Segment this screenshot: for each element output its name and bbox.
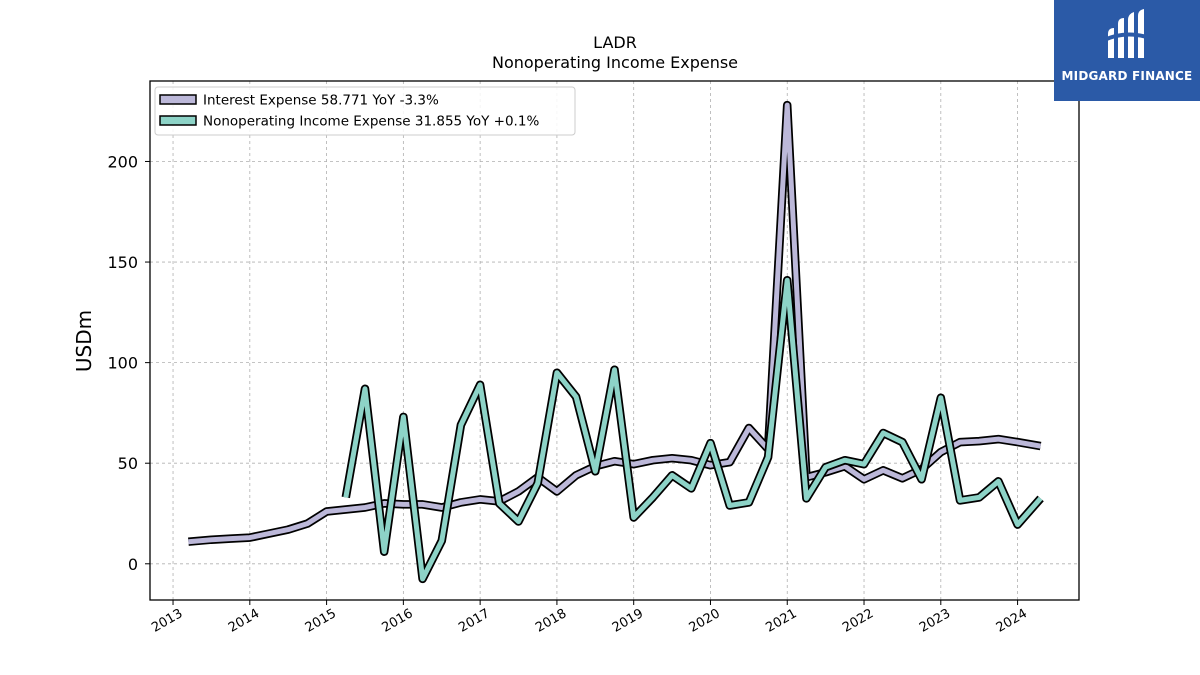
y-axis-label: USDm xyxy=(72,310,96,372)
y-tick-label: 100 xyxy=(107,354,138,373)
x-tick-label: 2019 xyxy=(610,606,646,636)
y-tick-label: 200 xyxy=(107,152,138,171)
x-tick-label: 2020 xyxy=(687,606,723,636)
logo-text: MIDGARD FINANCE xyxy=(1061,69,1193,83)
x-tick-label: 2018 xyxy=(533,606,569,636)
legend-box xyxy=(154,86,576,136)
midgard-logo-icon xyxy=(1103,9,1151,58)
x-axis: 2013 2014 2015 2016 2017 2018 2019 2020 2021 2022… xyxy=(149,600,1030,636)
y-axis: 0 50 100 150 200 xyxy=(107,152,150,574)
legend: Interest Expense 58.771 YoY -3.3% Nonope… xyxy=(154,86,576,136)
legend-label-interest-expense: Interest Expense 58.771 YoY -3.3% xyxy=(203,93,439,109)
series-line-interest-expense xyxy=(188,102,1042,545)
x-tick-label: 2021 xyxy=(763,606,799,636)
series-layer xyxy=(188,100,1044,584)
x-tick-label: 2023 xyxy=(917,606,953,636)
plot-frame xyxy=(149,80,1080,601)
y-tick-label: 50 xyxy=(118,454,138,473)
chart-title: LADR xyxy=(593,33,637,52)
legend-label-nonoperating-income-expense: Nonoperating Income Expense 31.855 YoY +… xyxy=(203,114,539,130)
x-tick-label: 2013 xyxy=(149,606,185,636)
x-tick-label: 2024 xyxy=(994,606,1030,636)
x-tick-label: 2015 xyxy=(303,606,339,636)
x-tick-label: 2014 xyxy=(226,606,262,636)
midgard-finance-logo: MIDGARD FINANCE xyxy=(1054,0,1200,101)
series-outline-nonoperating-income-expense xyxy=(341,275,1044,584)
chart-subtitle: Nonoperating Income Expense xyxy=(492,53,738,72)
series-outline-interest-expense xyxy=(188,100,1042,546)
legend-swatch-interest-expense xyxy=(159,94,197,105)
legend-swatch-nonoperating-income-expense xyxy=(159,115,197,126)
gridlines xyxy=(150,81,1079,600)
y-tick-label: 0 xyxy=(128,555,138,574)
y-tick-label: 150 xyxy=(107,253,138,272)
x-tick-label: 2016 xyxy=(380,606,416,636)
x-tick-label: 2017 xyxy=(456,606,492,636)
x-tick-label: 2022 xyxy=(840,606,876,636)
series-line-nonoperating-income-expense xyxy=(343,277,1043,582)
